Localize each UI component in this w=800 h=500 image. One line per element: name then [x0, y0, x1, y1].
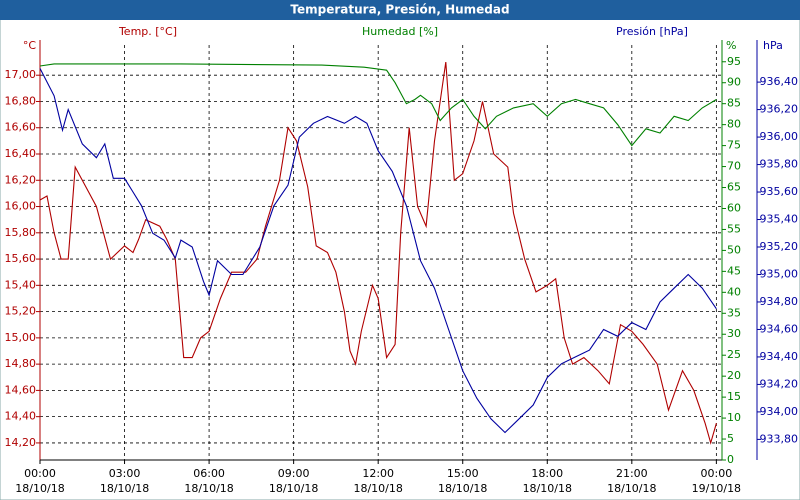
y-tick-label: 14,60 [5, 383, 37, 396]
y-tick-label: 16,40 [5, 147, 37, 160]
y3-tick-label: 934,60 [760, 322, 799, 335]
y3-tick-label: 935,80 [760, 158, 799, 171]
y3-tick-label: 934,40 [760, 350, 799, 363]
y2-tick-label: 40 [727, 285, 741, 298]
y3-tick-label: 935,00 [760, 267, 799, 280]
y-tick-label: 16,20 [5, 173, 37, 186]
legend-label: Humedad [%] [362, 25, 438, 38]
x-tick-label: 06:00 18/10/18 [184, 467, 233, 495]
y3-tick-label: 935,60 [760, 185, 799, 198]
x-tick-label: 12:00 18/10/18 [353, 467, 402, 495]
y2-tick-label: 50 [727, 243, 741, 256]
y3-tick-label: 936,40 [760, 75, 799, 88]
y2-tick-label: 95 [727, 55, 741, 68]
y2-tick-label: 20 [727, 369, 741, 382]
y-tick-label: 16,60 [5, 121, 37, 134]
x-tick-label: 21:00 18/10/18 [607, 467, 656, 495]
y-tick-label: 15,20 [5, 305, 37, 318]
series-line [39, 63, 717, 147]
x-tick-label: 00:00 18/10/18 [15, 467, 64, 495]
y2-tick-label: 30 [727, 327, 741, 340]
y2-tick-label: 70 [727, 160, 741, 173]
y2-tick-label: 80 [727, 118, 741, 131]
y2-tick-label: 90 [727, 76, 741, 89]
y3-tick-label: 935,20 [760, 240, 799, 253]
legend-label: Presión [hPa] [616, 25, 688, 38]
y2-tick-label: 5 [727, 432, 734, 445]
y2-tick-label: 10 [727, 411, 741, 424]
y3-tick-label: 934,80 [760, 295, 799, 308]
y-tick-label: 14,20 [5, 436, 37, 449]
y-tick-label: 15,60 [5, 252, 37, 265]
x-tick-label: 15:00 18/10/18 [438, 467, 487, 495]
y2-tick-label: 75 [727, 139, 741, 152]
y3-tick-label: 936,00 [760, 130, 799, 143]
y2-tick-label: 25 [727, 348, 741, 361]
legend-label: Temp. [°C] [118, 25, 177, 38]
x-tick-label: 09:00 18/10/18 [269, 467, 318, 495]
y-tick-label: 17,00 [5, 68, 37, 81]
x-tick-label: 18:00 18/10/18 [523, 467, 572, 495]
y3-tick-label: 934,00 [760, 405, 799, 418]
y2-tick-label: 85 [727, 97, 741, 110]
y3-tick-label: 935,40 [760, 213, 799, 226]
y2-tick-label: 45 [727, 264, 741, 277]
y3-tick-label: 933,80 [760, 432, 799, 445]
series-line [39, 62, 717, 445]
y-tick-label: 14,80 [5, 357, 37, 370]
y-tick-label: 15,00 [5, 331, 37, 344]
x-tick-label: 00:00 19/10/18 [692, 467, 741, 495]
series-line [39, 68, 717, 434]
x-tick-label: 03:00 18/10/18 [100, 467, 149, 495]
y2-tick-label: 15 [727, 390, 741, 403]
y-tick-label: 14,40 [5, 410, 37, 423]
chart-title: Temperatura, Presión, Humedad [290, 3, 509, 17]
y2-tick-label: 35 [727, 306, 741, 319]
y2-tick-label: 65 [727, 181, 741, 194]
y-tick-label: 16,00 [5, 200, 37, 213]
y2-axis-unit: % [726, 39, 736, 52]
y2-tick-label: 0 [727, 453, 734, 466]
y-tick-label: 15,40 [5, 278, 37, 291]
y-axis-unit: °C [23, 39, 37, 52]
title-bar [0, 0, 800, 20]
y3-tick-label: 936,20 [760, 103, 799, 116]
y3-axis-unit: hPa [763, 39, 783, 52]
y2-tick-label: 55 [727, 222, 741, 235]
y2-tick-label: 60 [727, 201, 741, 214]
y3-tick-label: 934,20 [760, 377, 799, 390]
y-tick-label: 15,80 [5, 226, 37, 239]
y-tick-label: 16,80 [5, 94, 37, 107]
